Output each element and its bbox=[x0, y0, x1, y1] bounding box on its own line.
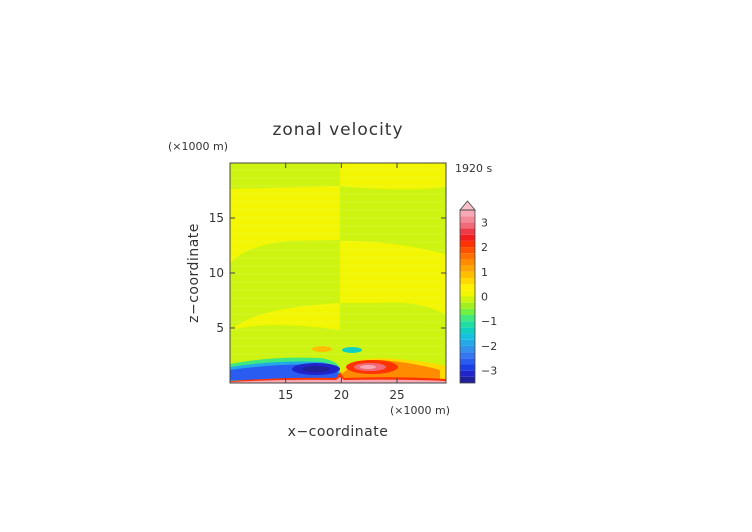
colorbar-swatch bbox=[460, 302, 475, 309]
region-top-right bbox=[340, 163, 446, 190]
x-tick-label: 20 bbox=[334, 388, 349, 402]
colorbar-swatch bbox=[460, 210, 475, 217]
colorbar-tick-label: 2 bbox=[481, 241, 488, 254]
colorbar-tick-label: 0 bbox=[481, 291, 488, 304]
colorbar-swatch bbox=[460, 321, 475, 328]
y-unit-label: (×1000 m) bbox=[168, 140, 228, 153]
colorbar-swatch bbox=[460, 216, 475, 223]
neg-core-west-inner bbox=[302, 366, 330, 372]
colorbar-tick-label: −1 bbox=[481, 315, 497, 328]
x-tick-label: 15 bbox=[278, 388, 293, 402]
colorbar-swatch bbox=[460, 327, 475, 334]
x-tick-label: 25 bbox=[389, 388, 404, 402]
colorbar-swatch bbox=[460, 364, 475, 371]
colorbar-swatch bbox=[460, 222, 475, 229]
colorbar-swatch bbox=[460, 277, 475, 285]
colorbar-swatch bbox=[460, 333, 475, 340]
colorbar-swatch bbox=[460, 315, 475, 322]
colorbar-swatch bbox=[460, 290, 475, 297]
colorbar-swatch bbox=[460, 265, 475, 272]
pos-core-east-3 bbox=[360, 365, 376, 369]
colorbar-swatch bbox=[460, 370, 475, 377]
x-unit-label: (×1000 m) bbox=[390, 404, 450, 417]
colorbar-swatch bbox=[460, 247, 475, 254]
colorbar-extend-arrow bbox=[459, 200, 476, 211]
colorbar-tick-label: −3 bbox=[481, 365, 497, 378]
colorbar-swatch bbox=[460, 358, 475, 365]
blob-west-upper bbox=[312, 346, 332, 352]
chart-title: zonal velocity bbox=[272, 120, 403, 140]
region-upper-left bbox=[230, 240, 340, 330]
x-axis-label: x−coordinate bbox=[288, 424, 389, 440]
colorbar-swatch bbox=[460, 339, 475, 346]
y-tick-label: 15 bbox=[209, 211, 224, 225]
colorbar-tick-label: 1 bbox=[481, 266, 488, 279]
grid-lines bbox=[230, 169, 446, 355]
colorbar-swatch bbox=[460, 284, 475, 291]
y-tick-label: 10 bbox=[209, 266, 224, 280]
colorbar-swatch bbox=[460, 234, 475, 241]
colorbar-swatch bbox=[460, 345, 475, 353]
colorbar-swatch bbox=[460, 376, 475, 383]
colorbar-swatch bbox=[460, 228, 475, 235]
y-axis-label: z−coordinate bbox=[186, 223, 202, 323]
colorbar-frame bbox=[459, 209, 476, 384]
plot-area bbox=[230, 163, 446, 383]
colorbar-tick-label: −2 bbox=[481, 340, 497, 353]
region-top-left bbox=[230, 163, 340, 189]
x-axis-ticks: 15 20 25 bbox=[278, 163, 405, 402]
surface-strip-pink bbox=[230, 377, 446, 383]
colorbar-swatch bbox=[460, 308, 475, 316]
y-axis-ticks: 5 10 15 bbox=[209, 211, 446, 335]
colorbar-swatch bbox=[460, 271, 475, 278]
colorbar-swatch bbox=[460, 259, 475, 266]
y-tick-label: 5 bbox=[216, 321, 224, 335]
blob-east-upper bbox=[342, 347, 362, 353]
region-upper-right bbox=[340, 240, 446, 315]
colorbar-swatch bbox=[460, 296, 475, 303]
colorbar-swatch bbox=[460, 240, 475, 248]
colorbar-tick-label: 3 bbox=[481, 216, 488, 229]
colorbar: 3 2 1 0 −1 −2 −3 bbox=[459, 200, 497, 384]
colorbar-swatch bbox=[460, 253, 475, 260]
time-label: 1920 s bbox=[455, 162, 492, 175]
colorbar-swatch bbox=[460, 352, 475, 359]
